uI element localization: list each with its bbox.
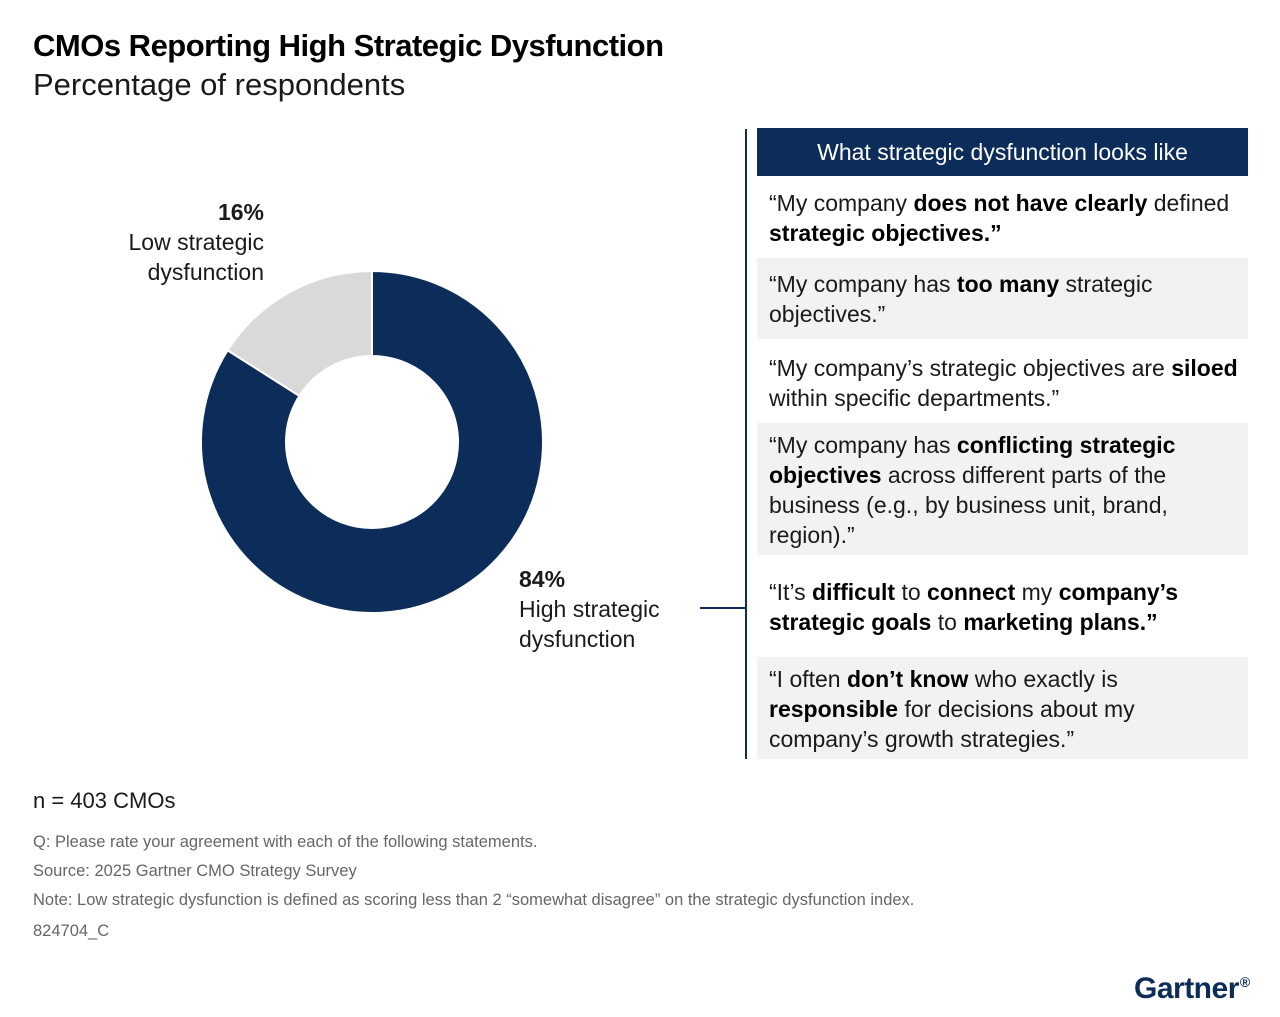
quote-emphasis: strategic objectives.”	[769, 220, 1002, 246]
low-dysfunction-percent: 16%	[217, 199, 264, 225]
quote-emphasis: does not have clearly	[913, 190, 1148, 216]
quote-emphasis: connect	[927, 579, 1016, 605]
footnote-question: Q: Please rate your agreement with each …	[33, 833, 538, 851]
quote-emphasis: conflicting strategic objectives	[769, 432, 1176, 488]
panel-header: What strategic dysfunction looks like	[757, 128, 1248, 176]
chart-subtitle: Percentage of respondents	[33, 67, 406, 102]
footnote-code: 824704_C	[33, 922, 110, 940]
quote-text: “It’s	[769, 579, 813, 605]
sample-size: n = 403 CMOs	[33, 788, 176, 813]
logo-registered-mark: ®	[1239, 974, 1250, 990]
donut-slice-high-strategic-dysfunction	[200, 269, 544, 614]
quote-text: “My company’s strategic objectives are	[769, 355, 1172, 381]
donut-slice-low-strategic-dysfunction	[226, 269, 373, 398]
high-dysfunction-percent: 84%	[519, 566, 566, 592]
low-dysfunction-label: 16% Low strategic dysfunction	[60, 197, 264, 287]
high-dysfunction-text-line1: High strategic	[519, 596, 660, 622]
quote-item: “I often don’t know who exactly is respo…	[757, 657, 1248, 759]
quote-item: “My company has conflicting strategic ob…	[757, 423, 1248, 555]
chart-title: CMOs Reporting High Strategic Dysfunctio…	[33, 28, 664, 63]
high-dysfunction-label: 84% High strategic dysfunction	[519, 564, 699, 654]
quote-item: “It’s difficult to connect my company’s …	[757, 577, 1248, 637]
high-dysfunction-text-line2: dysfunction	[519, 626, 636, 652]
quote-emphasis: company’s strategic goals	[769, 579, 1178, 635]
logo-text: Gartner	[1134, 972, 1239, 1005]
quote-text: “My company	[769, 190, 914, 216]
gartner-logo: Gartner®	[1134, 972, 1250, 1006]
low-dysfunction-text-line2: dysfunction	[147, 259, 264, 285]
quote-text: my	[1015, 579, 1059, 605]
quote-text: “My company has	[769, 432, 957, 458]
quote-text: defined	[1147, 190, 1230, 216]
quote-item: “My company does not have clearly define…	[757, 188, 1248, 248]
quote-emphasis: difficult	[812, 579, 896, 605]
quote-emphasis: too many	[956, 271, 1060, 297]
quote-emphasis: marketing plans.”	[963, 609, 1158, 635]
footnote-note: Note: Low strategic dysfunction is defin…	[33, 891, 915, 909]
panel-divider-line	[745, 129, 747, 759]
quote-text: to	[931, 609, 964, 635]
quote-text: for decisions about my company’s growth …	[769, 696, 1135, 752]
quote-text: who exactly is	[968, 666, 1118, 692]
donut-chart	[200, 269, 544, 614]
quote-item: “My company has too many strategic objec…	[757, 258, 1248, 339]
quote-text: across different parts of the business (…	[769, 462, 1168, 548]
quote-item: “My company’s strategic objectives are s…	[757, 353, 1248, 413]
quote-emphasis: responsible	[769, 696, 899, 722]
quote-text: “I often	[769, 666, 847, 692]
quote-emphasis: don’t know	[846, 666, 969, 692]
quote-text: strategic objectives.”	[769, 271, 1153, 327]
leader-line	[700, 607, 746, 609]
footnote-source: Source: 2025 Gartner CMO Strategy Survey	[33, 862, 357, 880]
quote-panel: What strategic dysfunction looks like “M…	[757, 128, 1248, 759]
quote-text: to	[895, 579, 928, 605]
low-dysfunction-text-line1: Low strategic	[128, 229, 264, 255]
quote-text: within specific departments.”	[769, 385, 1060, 411]
quote-text: “My company has	[769, 271, 957, 297]
quote-emphasis: siloed	[1171, 355, 1238, 381]
